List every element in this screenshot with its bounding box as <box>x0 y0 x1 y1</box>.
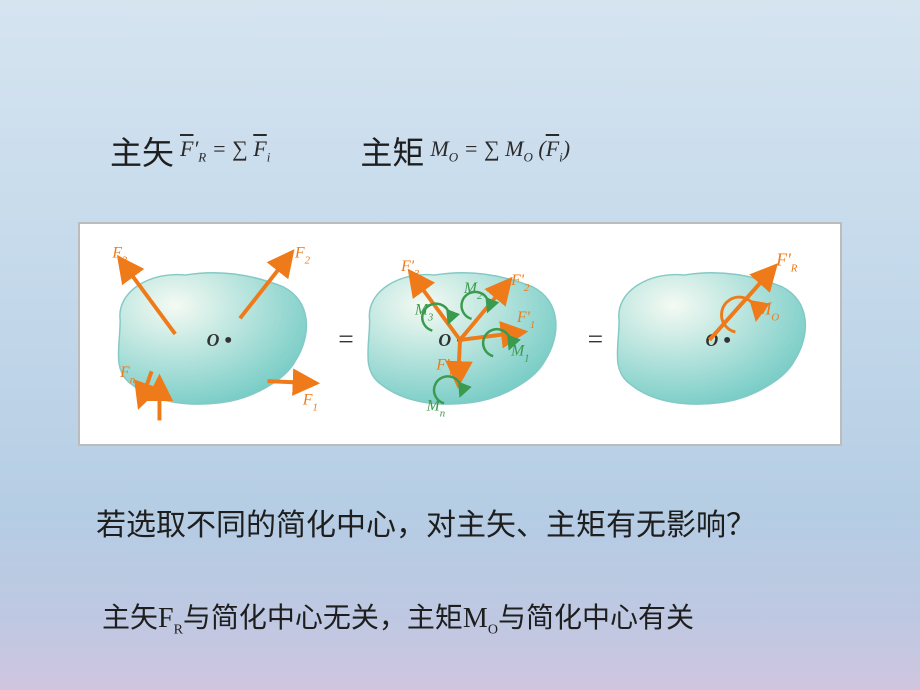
main-moment-formula: 主矩 MO = ∑ MO (Fi) <box>360 128 570 174</box>
svg-text:F'R: F'R <box>775 249 798 274</box>
main-vector-cn-label: 主矢 <box>110 128 174 174</box>
formula-row: 主矢 F′R = ∑ Fi 主矩 MO = ∑ MO (Fi) <box>110 128 810 174</box>
svg-text:F1: F1 <box>302 392 318 414</box>
main-moment-math: MO = ∑ MO (Fi) <box>430 136 570 165</box>
question-text: 若选取不同的简化中心，对主矢、主矩有无影响？ <box>96 506 790 547</box>
answer-text: 主矢FR与简化中心无关，主矩MO与简化中心有关 <box>102 596 694 639</box>
diagram-svg: OOO==F3F2FnF1F'3F'2F'1F'nM2M3M1MnF'RMO <box>80 224 840 444</box>
svg-text:F3: F3 <box>111 244 128 266</box>
main-moment-cn-label: 主矩 <box>360 128 424 174</box>
svg-text:=: = <box>338 323 354 354</box>
main-vector-formula: 主矢 F′R = ∑ Fi <box>110 128 270 174</box>
main-vector-math: F′R = ∑ Fi <box>180 136 270 165</box>
svg-text:O: O <box>207 330 220 350</box>
svg-text:=: = <box>588 323 604 354</box>
diagram-panel: OOO==F3F2FnF1F'3F'2F'1F'nM2M3M1MnF'RMO <box>78 222 842 446</box>
svg-text:O: O <box>438 330 451 350</box>
svg-text:F2: F2 <box>294 244 311 266</box>
